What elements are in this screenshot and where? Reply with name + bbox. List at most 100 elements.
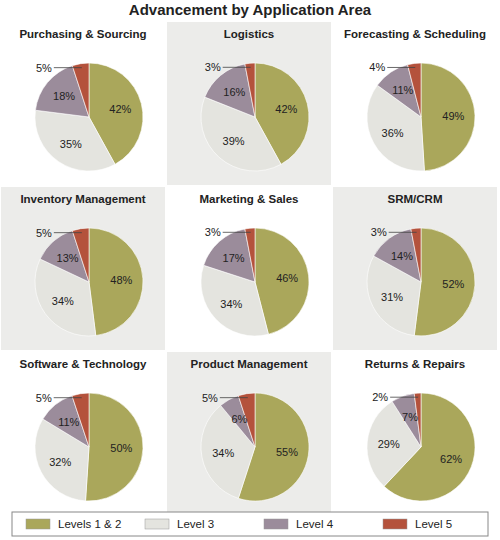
chart-root: Advancement by Application AreaPurchasin…	[0, 0, 500, 540]
panel-background	[167, 22, 331, 185]
slices	[201, 393, 309, 501]
slices	[367, 228, 475, 336]
data-label: 5%	[36, 227, 52, 239]
legend-label: Level 5	[415, 518, 452, 530]
leader-line	[390, 397, 418, 398]
pie-title: Product Management	[191, 358, 308, 370]
pie-panel: Purchasing & Sourcing42%35%18%5%	[1, 22, 165, 185]
pie-slice	[201, 405, 255, 498]
data-label: 17%	[223, 252, 245, 264]
labels: 52% 31% 14% 3%	[371, 226, 465, 302]
legend-label: Level 4	[296, 518, 334, 530]
legend-label: Level 3	[177, 518, 214, 530]
panel-background	[167, 187, 331, 350]
panel-background	[1, 187, 165, 350]
leader-line	[223, 232, 251, 233]
data-label: 5%	[202, 392, 218, 404]
data-label: 11%	[392, 84, 413, 96]
legend-swatch	[26, 519, 50, 529]
pie-slice	[86, 393, 143, 501]
pie-slice	[89, 228, 143, 336]
data-label: 49%	[442, 110, 464, 122]
pie-slice	[367, 401, 421, 486]
slices	[201, 63, 309, 171]
labels: 49% 36% 11% 4%	[369, 61, 464, 138]
data-label: 55%	[276, 446, 298, 458]
leader-line	[220, 397, 248, 398]
pie-panel: Software & Technology 50% 32% 11% 5%	[1, 352, 165, 515]
labels: 48% 34% 13% 5%	[36, 227, 133, 307]
data-label: 42%	[275, 103, 297, 115]
pie-title: Logistics	[224, 28, 274, 40]
data-label: 16%	[223, 86, 245, 98]
data-label: 31%	[381, 291, 403, 303]
pie-title: SRM/CRM	[388, 193, 443, 205]
data-label: 50%	[110, 442, 132, 454]
legend: Levels 1 & 2 Level 3 Level 4 Level 5	[12, 512, 488, 536]
legend-swatch	[145, 519, 169, 529]
pie-title: Software & Technology	[20, 358, 148, 370]
data-label: 39%	[223, 135, 245, 147]
pie-panel: Logistics42%39%16%3%	[167, 22, 331, 185]
pie-panel: Product Management 55% 34% 6% 5%	[167, 352, 331, 515]
panel-background	[333, 352, 497, 515]
data-label: 18%	[53, 90, 75, 102]
slices	[367, 393, 475, 501]
data-label: 34%	[220, 298, 242, 310]
pie-panel: Returns & Repairs 62% 29% 7% 2%	[333, 352, 497, 515]
pie-title: Marketing & Sales	[199, 193, 298, 205]
pie-panel: Marketing & Sales 46% 34% 17% 3%	[167, 187, 331, 350]
leader-line	[389, 232, 417, 233]
main-title: Advancement by Application Area	[129, 1, 372, 18]
panel-background	[333, 22, 497, 185]
data-label: 34%	[212, 447, 234, 459]
data-label: 3%	[371, 226, 387, 238]
data-label: 7%	[402, 411, 418, 423]
data-label: 32%	[49, 456, 71, 468]
leader-line	[54, 397, 82, 398]
data-label: 29%	[378, 438, 400, 450]
labels: 62% 29% 7% 2%	[372, 391, 462, 465]
data-label: 13%	[57, 252, 79, 264]
slices	[35, 63, 143, 171]
panel-background	[333, 187, 497, 350]
data-label: 42%	[109, 103, 131, 115]
data-label: 35%	[60, 138, 82, 150]
slices	[201, 228, 309, 336]
labels: 46% 34% 17% 3%	[205, 226, 299, 310]
data-label: 36%	[382, 127, 404, 139]
leader-line	[54, 67, 82, 68]
legend-label: Levels 1 & 2	[58, 518, 121, 530]
labels: 55% 34% 6% 5%	[202, 392, 298, 459]
panel-background	[167, 352, 331, 515]
pie-title: Returns & Repairs	[365, 358, 465, 370]
data-label: 62%	[440, 453, 462, 465]
data-label: 46%	[276, 272, 298, 284]
data-label: 52%	[442, 278, 464, 290]
data-label: 14%	[391, 250, 413, 262]
pie-title: Forecasting & Scheduling	[344, 28, 486, 40]
data-label: 5%	[36, 392, 52, 404]
legend-swatch	[264, 519, 288, 529]
data-label: 2%	[372, 391, 388, 403]
labels: 50% 32% 11% 5%	[36, 392, 133, 468]
slices	[35, 393, 143, 501]
data-label: 11%	[58, 416, 79, 428]
pie-slice	[201, 265, 268, 336]
pie-panel: Inventory Management 48% 34% 13% 5%	[1, 187, 165, 350]
pie-panel: Forecasting & Scheduling 49% 36% 11% 4%	[333, 22, 497, 185]
data-label: 48%	[110, 274, 132, 286]
pie-panel: SRM/CRM 52% 31% 14% 3%	[333, 187, 497, 350]
data-label: 6%	[231, 413, 247, 425]
leader-line	[54, 232, 82, 233]
data-label: 34%	[52, 295, 74, 307]
data-label: 5%	[36, 62, 52, 74]
leader-line	[387, 67, 415, 68]
panel-background	[1, 352, 165, 515]
data-label: 4%	[369, 61, 385, 73]
legend-swatch	[383, 519, 407, 529]
slices	[367, 63, 475, 171]
data-label: 3%	[205, 226, 221, 238]
pie-title: Inventory Management	[20, 193, 145, 205]
legend-frame	[12, 512, 488, 536]
